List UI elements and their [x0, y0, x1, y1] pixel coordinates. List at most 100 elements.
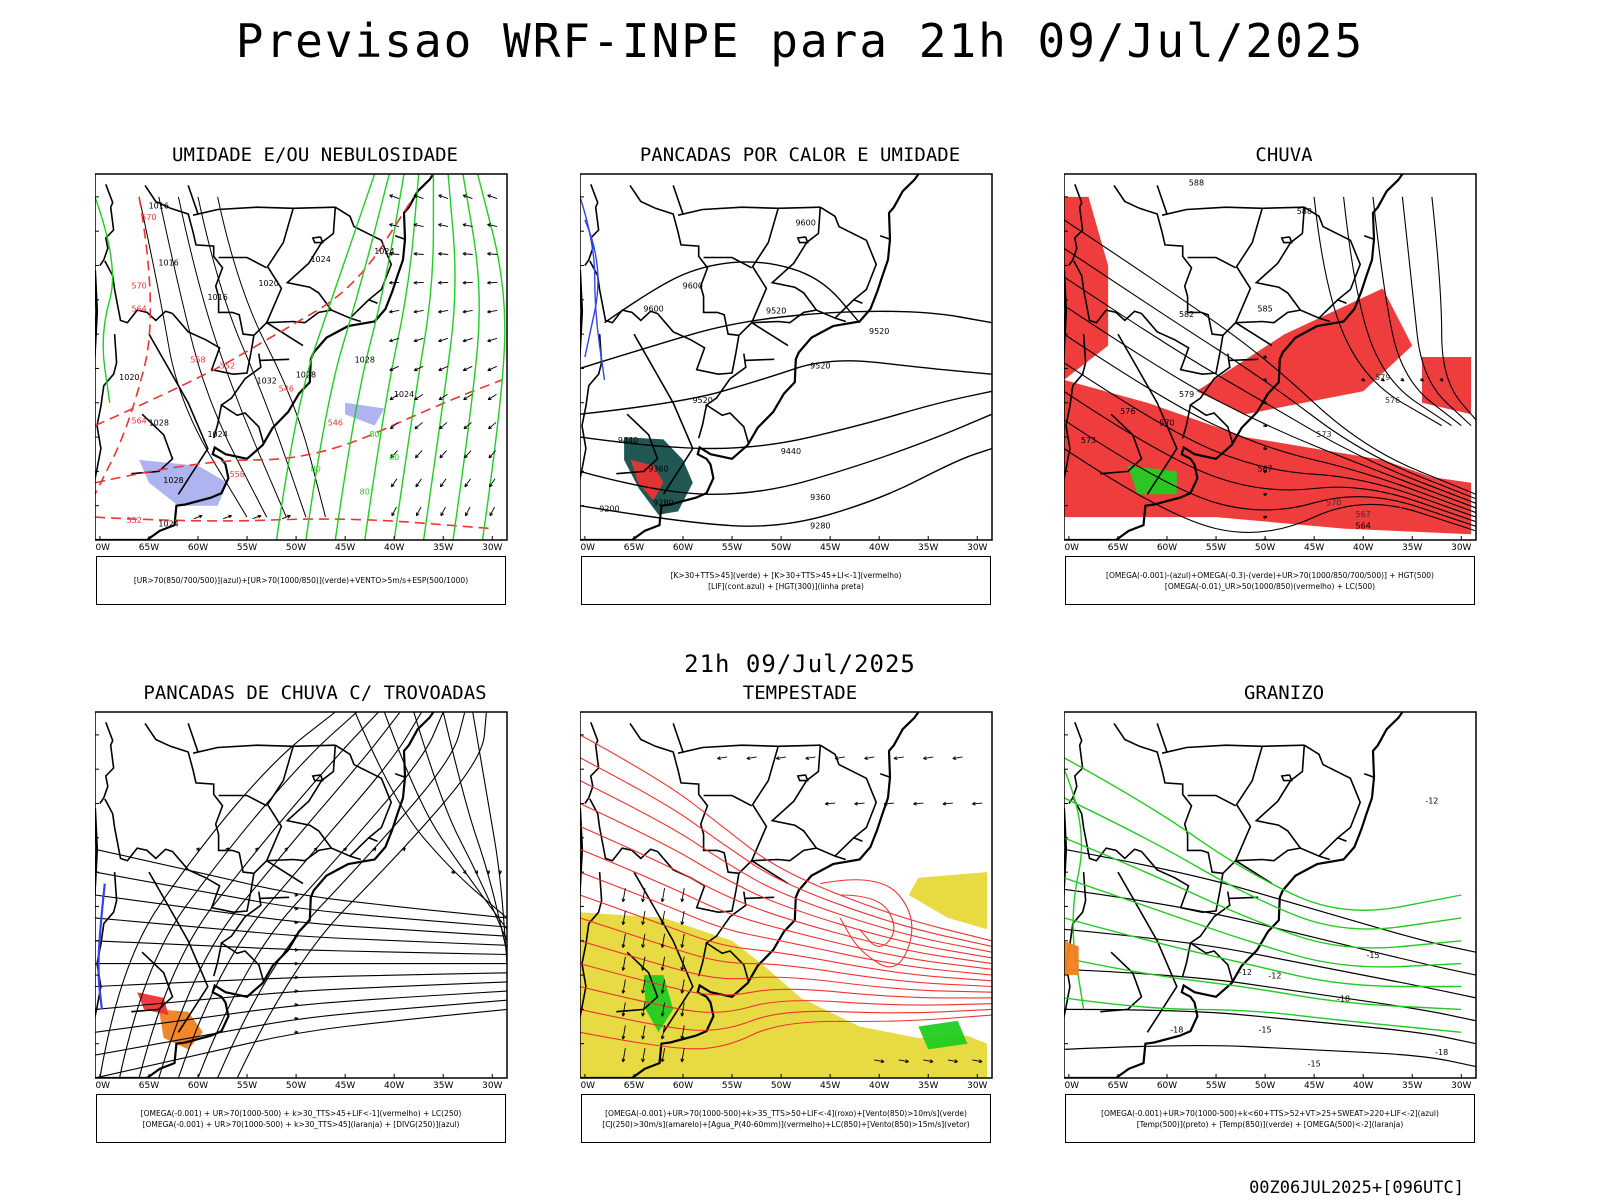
border-line: [265, 746, 294, 862]
contour-label: 9440: [618, 436, 638, 445]
border-line: [697, 404, 708, 439]
wind-vector: [972, 1059, 983, 1064]
lon-tick-label: 30W: [482, 1081, 502, 1091]
wind-vector: [462, 194, 473, 200]
border-line: [1280, 774, 1293, 782]
contour-label: 9280: [653, 499, 673, 508]
lon-tick-label: 70W: [1064, 1081, 1079, 1091]
contour-label: 1016: [149, 201, 169, 210]
wind-vector: [680, 1002, 685, 1017]
streamline: [1064, 276, 1476, 504]
wind-vector: [660, 933, 666, 948]
border-line: [1073, 260, 1142, 324]
streamline: [217, 712, 466, 1078]
streamline: [1064, 419, 1476, 527]
streamline-850: [580, 757, 992, 948]
border-line: [751, 847, 817, 862]
lon-tick-label: 55W: [722, 1081, 742, 1091]
streamline-850: [580, 848, 992, 970]
streamline-850: [820, 879, 913, 968]
border-line: [672, 185, 684, 215]
border-line: [1113, 184, 1193, 297]
wind-vector: [641, 910, 646, 926]
temp500-contour: [1064, 1044, 1476, 1068]
border-line: [629, 722, 709, 835]
border-line: [349, 317, 362, 323]
wind-vector: [254, 847, 259, 852]
border-line: [1363, 773, 1375, 778]
wind-vector: [414, 450, 423, 459]
wind-vector: [488, 450, 496, 459]
wind-vector: [440, 506, 446, 517]
streamline: [95, 848, 507, 919]
border-line: [218, 794, 268, 807]
contour-label: 80: [311, 464, 321, 473]
map-frame: [95, 711, 508, 1079]
lon-tick-label: 40W: [1353, 543, 1373, 553]
wind-vector: [294, 989, 299, 994]
lon-tick-label: 50W: [771, 1081, 791, 1091]
border-line: [218, 256, 268, 269]
height-contour: [580, 413, 992, 496]
wind-vector: [389, 194, 400, 200]
wind-vector: [487, 223, 498, 227]
temp850-contour: [1064, 757, 1462, 911]
lon-tick-label: 55W: [237, 1081, 257, 1091]
lon-tick-label: 55W: [1206, 1081, 1226, 1091]
border-line: [192, 744, 336, 754]
contour-label: -18: [1435, 1048, 1448, 1057]
lon-tick-label: 50W: [286, 1081, 306, 1091]
border-line: [750, 746, 779, 862]
wind-vector: [680, 956, 685, 971]
contour-label: -18: [1337, 994, 1350, 1003]
wind-vector: [439, 450, 447, 459]
wind-vector: [413, 337, 424, 343]
lon-tick-label: 30W: [967, 1081, 987, 1091]
map-chuva: 588 588 585 582 579 576 573 570 567 564 579 576 573 5…: [1064, 173, 1477, 553]
streamline-850: [580, 917, 992, 988]
wind-vector: [660, 1048, 666, 1063]
border-line: [1234, 208, 1263, 324]
contour-label: 558: [190, 356, 205, 365]
border-line: [144, 184, 224, 297]
lon-tick-label: 60W: [188, 543, 208, 553]
wind-vector: [641, 1048, 646, 1063]
panel-title: CHUVA: [1255, 144, 1313, 166]
lon-tick-label: 65W: [139, 1081, 159, 1091]
border-line: [187, 723, 199, 753]
wind-vector: [805, 756, 816, 761]
temp850-contour: [1064, 837, 1462, 949]
border-line: [834, 855, 847, 861]
legend-line: [CJ(250)>30m/s](amarelo)+[Agua_P(40-60mm…: [602, 1119, 970, 1129]
contour-label: 582: [1179, 310, 1194, 319]
streamline: [472, 712, 507, 964]
wind-vector: [746, 756, 757, 761]
panel-tempestade: TEMPESTADE12S15S18S21S24S27S30S33S36S39S…: [580, 682, 1020, 1143]
wind-vector: [1361, 377, 1366, 382]
streamline-850: [580, 940, 992, 993]
streamline: [1064, 305, 1476, 509]
legend-box: [OMEGA(-0.001)-(azul)+OMEGA(-0.3)-(verde…: [1065, 556, 1475, 605]
contour-label: 1032: [256, 376, 276, 385]
border-line: [104, 260, 173, 324]
wind-vector: [439, 478, 447, 488]
contour-label: 576: [1385, 396, 1400, 405]
humidity-contour: [422, 174, 456, 540]
border-line: [148, 333, 209, 495]
contour-label: 9360: [648, 464, 668, 473]
lon-tick-label: 45W: [820, 1081, 840, 1091]
coastline: [580, 174, 920, 540]
temp850-contour: [1064, 797, 1462, 930]
streamline: [95, 990, 507, 1033]
rain-region: [1196, 288, 1413, 415]
wind-vector: [294, 1030, 299, 1035]
border-line: [1254, 206, 1362, 320]
contour-label: 564: [1356, 522, 1371, 531]
border-line: [1100, 413, 1143, 475]
wind-vector: [414, 393, 424, 401]
wind-vector: [641, 933, 646, 948]
border-line: [144, 722, 224, 835]
contour-label: 9200: [599, 504, 619, 513]
wind-vector: [413, 251, 424, 256]
wind-vector: [462, 280, 473, 285]
